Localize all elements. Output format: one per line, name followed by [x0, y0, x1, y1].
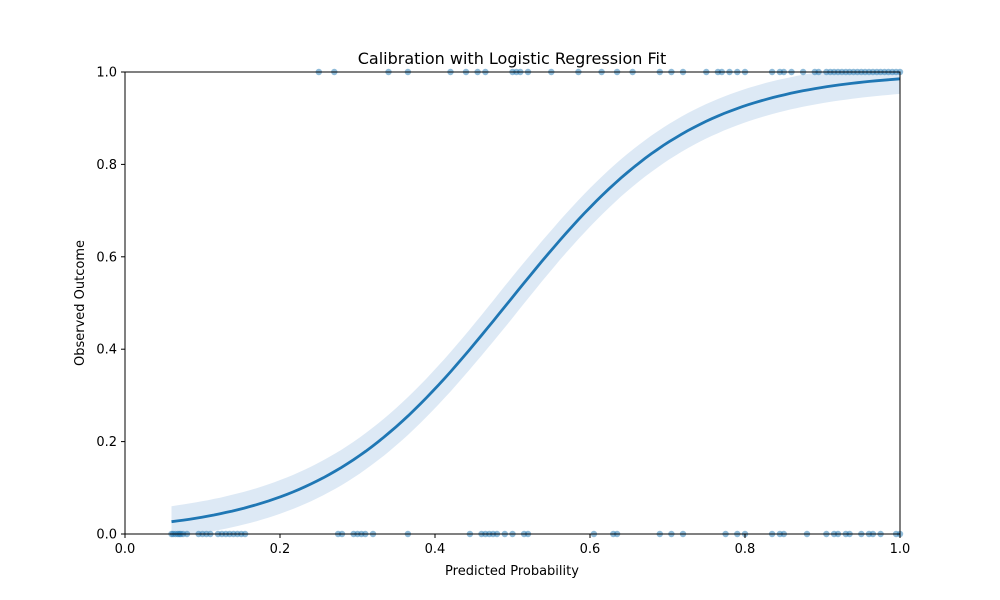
- x-axis-label: Predicted Probability: [445, 564, 579, 579]
- x-axis: 0.0 0.2 0.4 0.6 0.8 1.0: [115, 534, 911, 557]
- x-tick-label: 0.2: [270, 542, 291, 557]
- x-tick-label: 0.4: [425, 542, 446, 557]
- y-axis-label: Observed Outcome: [73, 240, 88, 366]
- y-tick-label: 0.6: [96, 250, 117, 265]
- y-tick-label: 0.0: [96, 528, 117, 543]
- x-tick-label: 0.6: [580, 542, 601, 557]
- y-axis: 0.0 0.2 0.4 0.6 0.8 1.0: [96, 66, 125, 543]
- chart-title: Calibration with Logistic Regression Fit: [358, 49, 667, 68]
- y-tick-label: 0.8: [96, 158, 117, 173]
- x-tick-label: 0.8: [735, 542, 756, 557]
- y-tick-label: 0.4: [96, 343, 117, 358]
- logistic-fit-line: [171, 77, 901, 524]
- y-tick-label: 0.2: [96, 435, 117, 450]
- plot-frame: [124, 71, 901, 535]
- x-tick-label: 1.0: [890, 542, 911, 557]
- y-tick-label: 1.0: [96, 66, 117, 81]
- x-tick-label: 0.0: [115, 542, 136, 557]
- fit-line-layer: [171, 77, 901, 524]
